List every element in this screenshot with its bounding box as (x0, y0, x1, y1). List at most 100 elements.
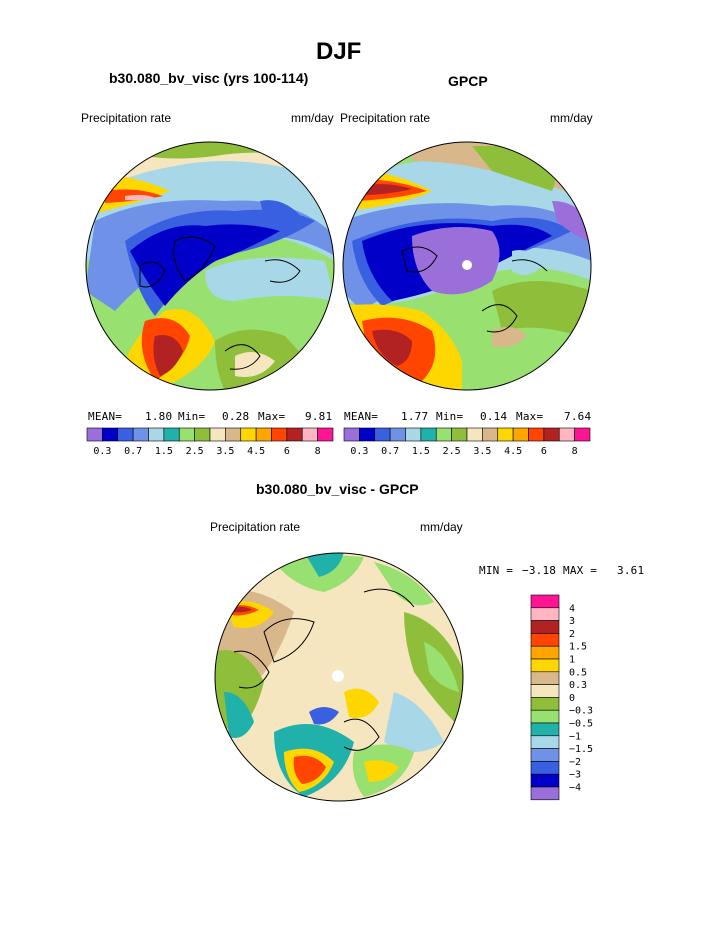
right-colorbar-tick-label: 2.5 (443, 446, 461, 457)
left-polar-map (85, 141, 335, 391)
left-colorbar-tick-label: 1.5 (155, 446, 173, 457)
left-colorbar-tick-label: 8 (315, 446, 321, 457)
diff-colorbar-tick-label: −0.5 (569, 719, 593, 730)
left-min-label: Min= (178, 410, 206, 423)
right-max-label: Max= (516, 410, 544, 423)
left-mean-label: MEAN= (88, 410, 123, 423)
diff-units-label: mm/day (420, 520, 463, 534)
diff-colorbar-swatch (530, 786, 560, 801)
right-colorbar-swatch (497, 427, 514, 442)
left-colorbar-tick-label: 2.5 (186, 446, 204, 457)
right-colorbar-swatch (451, 427, 468, 442)
diff-colorbar-tick-label: −2 (569, 757, 581, 768)
right-colorbar-swatch (558, 427, 575, 442)
diff-max-value: 3.61 (617, 564, 645, 577)
right-colorbar-swatch (374, 427, 391, 442)
left-panel-title: b30.080_bv_visc (yrs 100-114) (109, 70, 309, 86)
diff-colorbar-tick-label: −4 (569, 783, 581, 794)
left-colorbar-swatch (148, 427, 165, 442)
right-colorbar-swatch (512, 427, 529, 442)
right-colorbar-swatch (574, 427, 591, 442)
left-colorbar-tick-label: 6 (284, 446, 290, 457)
diff-colorbar-swatch (530, 607, 560, 621)
right-colorbar-tick-label: 6 (541, 446, 547, 457)
right-colorbar-swatch (482, 427, 499, 442)
diff-colorbar-swatch (530, 697, 560, 711)
left-colorbar: 0.3 0.7 1.5 2.5 3.5 4.5 6 8 (86, 427, 334, 457)
left-mean-value: 1.80 (145, 410, 173, 423)
left-min-value: 0.28 (222, 410, 250, 423)
diff-colorbar-tick-label: 0.3 (569, 680, 587, 691)
diff-colorbar-swatch (530, 658, 560, 673)
left-variable-label: Precipitation rate (81, 111, 172, 125)
left-colorbar-swatch (163, 427, 180, 442)
diff-colorbar-swatch (530, 735, 560, 749)
diff-colorbar-tick-label: 1 (569, 655, 575, 666)
right-colorbar-swatch (420, 427, 437, 442)
diff-colorbar-swatch (530, 748, 560, 762)
left-colorbar-swatch (301, 427, 318, 442)
right-colorbar-swatch (359, 427, 376, 442)
right-colorbar-tick-label: 0.3 (350, 446, 368, 457)
left-colorbar-swatch (178, 427, 195, 442)
right-colorbar-swatch (405, 427, 422, 442)
left-units-label: mm/day (291, 111, 334, 125)
right-colorbar-swatch (389, 427, 406, 442)
right-colorbar-tick-label: 0.7 (381, 446, 399, 457)
left-colorbar-tick-label: 3.5 (216, 446, 234, 457)
diff-max-label: MAX = (563, 564, 598, 577)
figure-title: DJF (316, 38, 362, 65)
diff-polar-map (214, 552, 464, 802)
left-colorbar-swatch (225, 427, 242, 442)
diff-colorbar-swatch (530, 594, 560, 609)
left-colorbar-swatch (286, 427, 303, 442)
right-colorbar-tick-label: 3.5 (473, 446, 491, 457)
diff-colorbar-swatch (530, 671, 560, 685)
left-colorbar-tick-label: 4.5 (247, 446, 265, 457)
diff-colorbar-tick-label: 3 (569, 616, 575, 627)
right-mean-label: MEAN= (344, 410, 379, 423)
left-colorbar-swatch (209, 427, 226, 442)
diff-colorbar-tick-label: 0.5 (569, 667, 587, 678)
left-colorbar-swatch (132, 427, 149, 442)
right-variable-label: Precipitation rate (340, 111, 431, 125)
right-colorbar-tick-label: 1.5 (412, 446, 430, 457)
diff-colorbar: 4 3 2 1.5 10.5 0.3 0 −0.3 −0.5−1 −1.5 −2 −3 −4 (530, 594, 593, 801)
diff-colorbar-tick-label: 4 (569, 603, 575, 614)
left-colorbar-swatch (102, 427, 119, 442)
right-colorbar-tick-label: 8 (572, 446, 578, 457)
diff-min-value: −3.18 (522, 564, 557, 577)
diff-colorbar-tick-label: −1.5 (569, 744, 593, 755)
left-max-value: 9.81 (305, 410, 333, 423)
diff-colorbar-tick-label: −0.3 (569, 706, 593, 717)
right-units-label: mm/day (550, 111, 593, 125)
diff-colorbar-swatch (530, 722, 560, 737)
right-colorbar-swatch (543, 427, 560, 442)
right-min-value: 0.14 (480, 410, 508, 423)
right-colorbar-swatch (435, 427, 452, 442)
diff-colorbar-tick-label: −3 (569, 770, 581, 781)
left-colorbar-tick-label: 0.7 (124, 446, 142, 457)
left-colorbar-swatch (86, 427, 103, 442)
right-mean-value: 1.77 (401, 410, 429, 423)
diff-colorbar-swatch (530, 633, 560, 647)
diff-colorbar-swatch (530, 620, 560, 634)
right-colorbar-tick-label: 4.5 (504, 446, 522, 457)
right-max-value: 7.64 (564, 410, 592, 423)
diff-colorbar-swatch (530, 761, 560, 775)
right-panel-title: GPCP (448, 73, 488, 89)
left-colorbar-swatch (317, 427, 334, 442)
diff-colorbar-tick-label: −1 (569, 731, 581, 742)
right-colorbar: 0.3 0.7 1.5 2.5 3.5 4.5 6 8 (343, 427, 591, 457)
diff-colorbar-swatch (530, 684, 560, 698)
left-colorbar-tick-label: 0.3 (93, 446, 111, 457)
diff-colorbar-swatch (530, 773, 560, 788)
left-colorbar-swatch (240, 427, 257, 442)
right-polar-map (342, 141, 592, 391)
right-colorbar-swatch (528, 427, 545, 442)
left-colorbar-swatch (255, 427, 272, 442)
left-max-label: Max= (258, 410, 286, 423)
diff-colorbar-swatch (530, 645, 560, 660)
left-colorbar-swatch (194, 427, 211, 442)
right-colorbar-swatch (466, 427, 483, 442)
